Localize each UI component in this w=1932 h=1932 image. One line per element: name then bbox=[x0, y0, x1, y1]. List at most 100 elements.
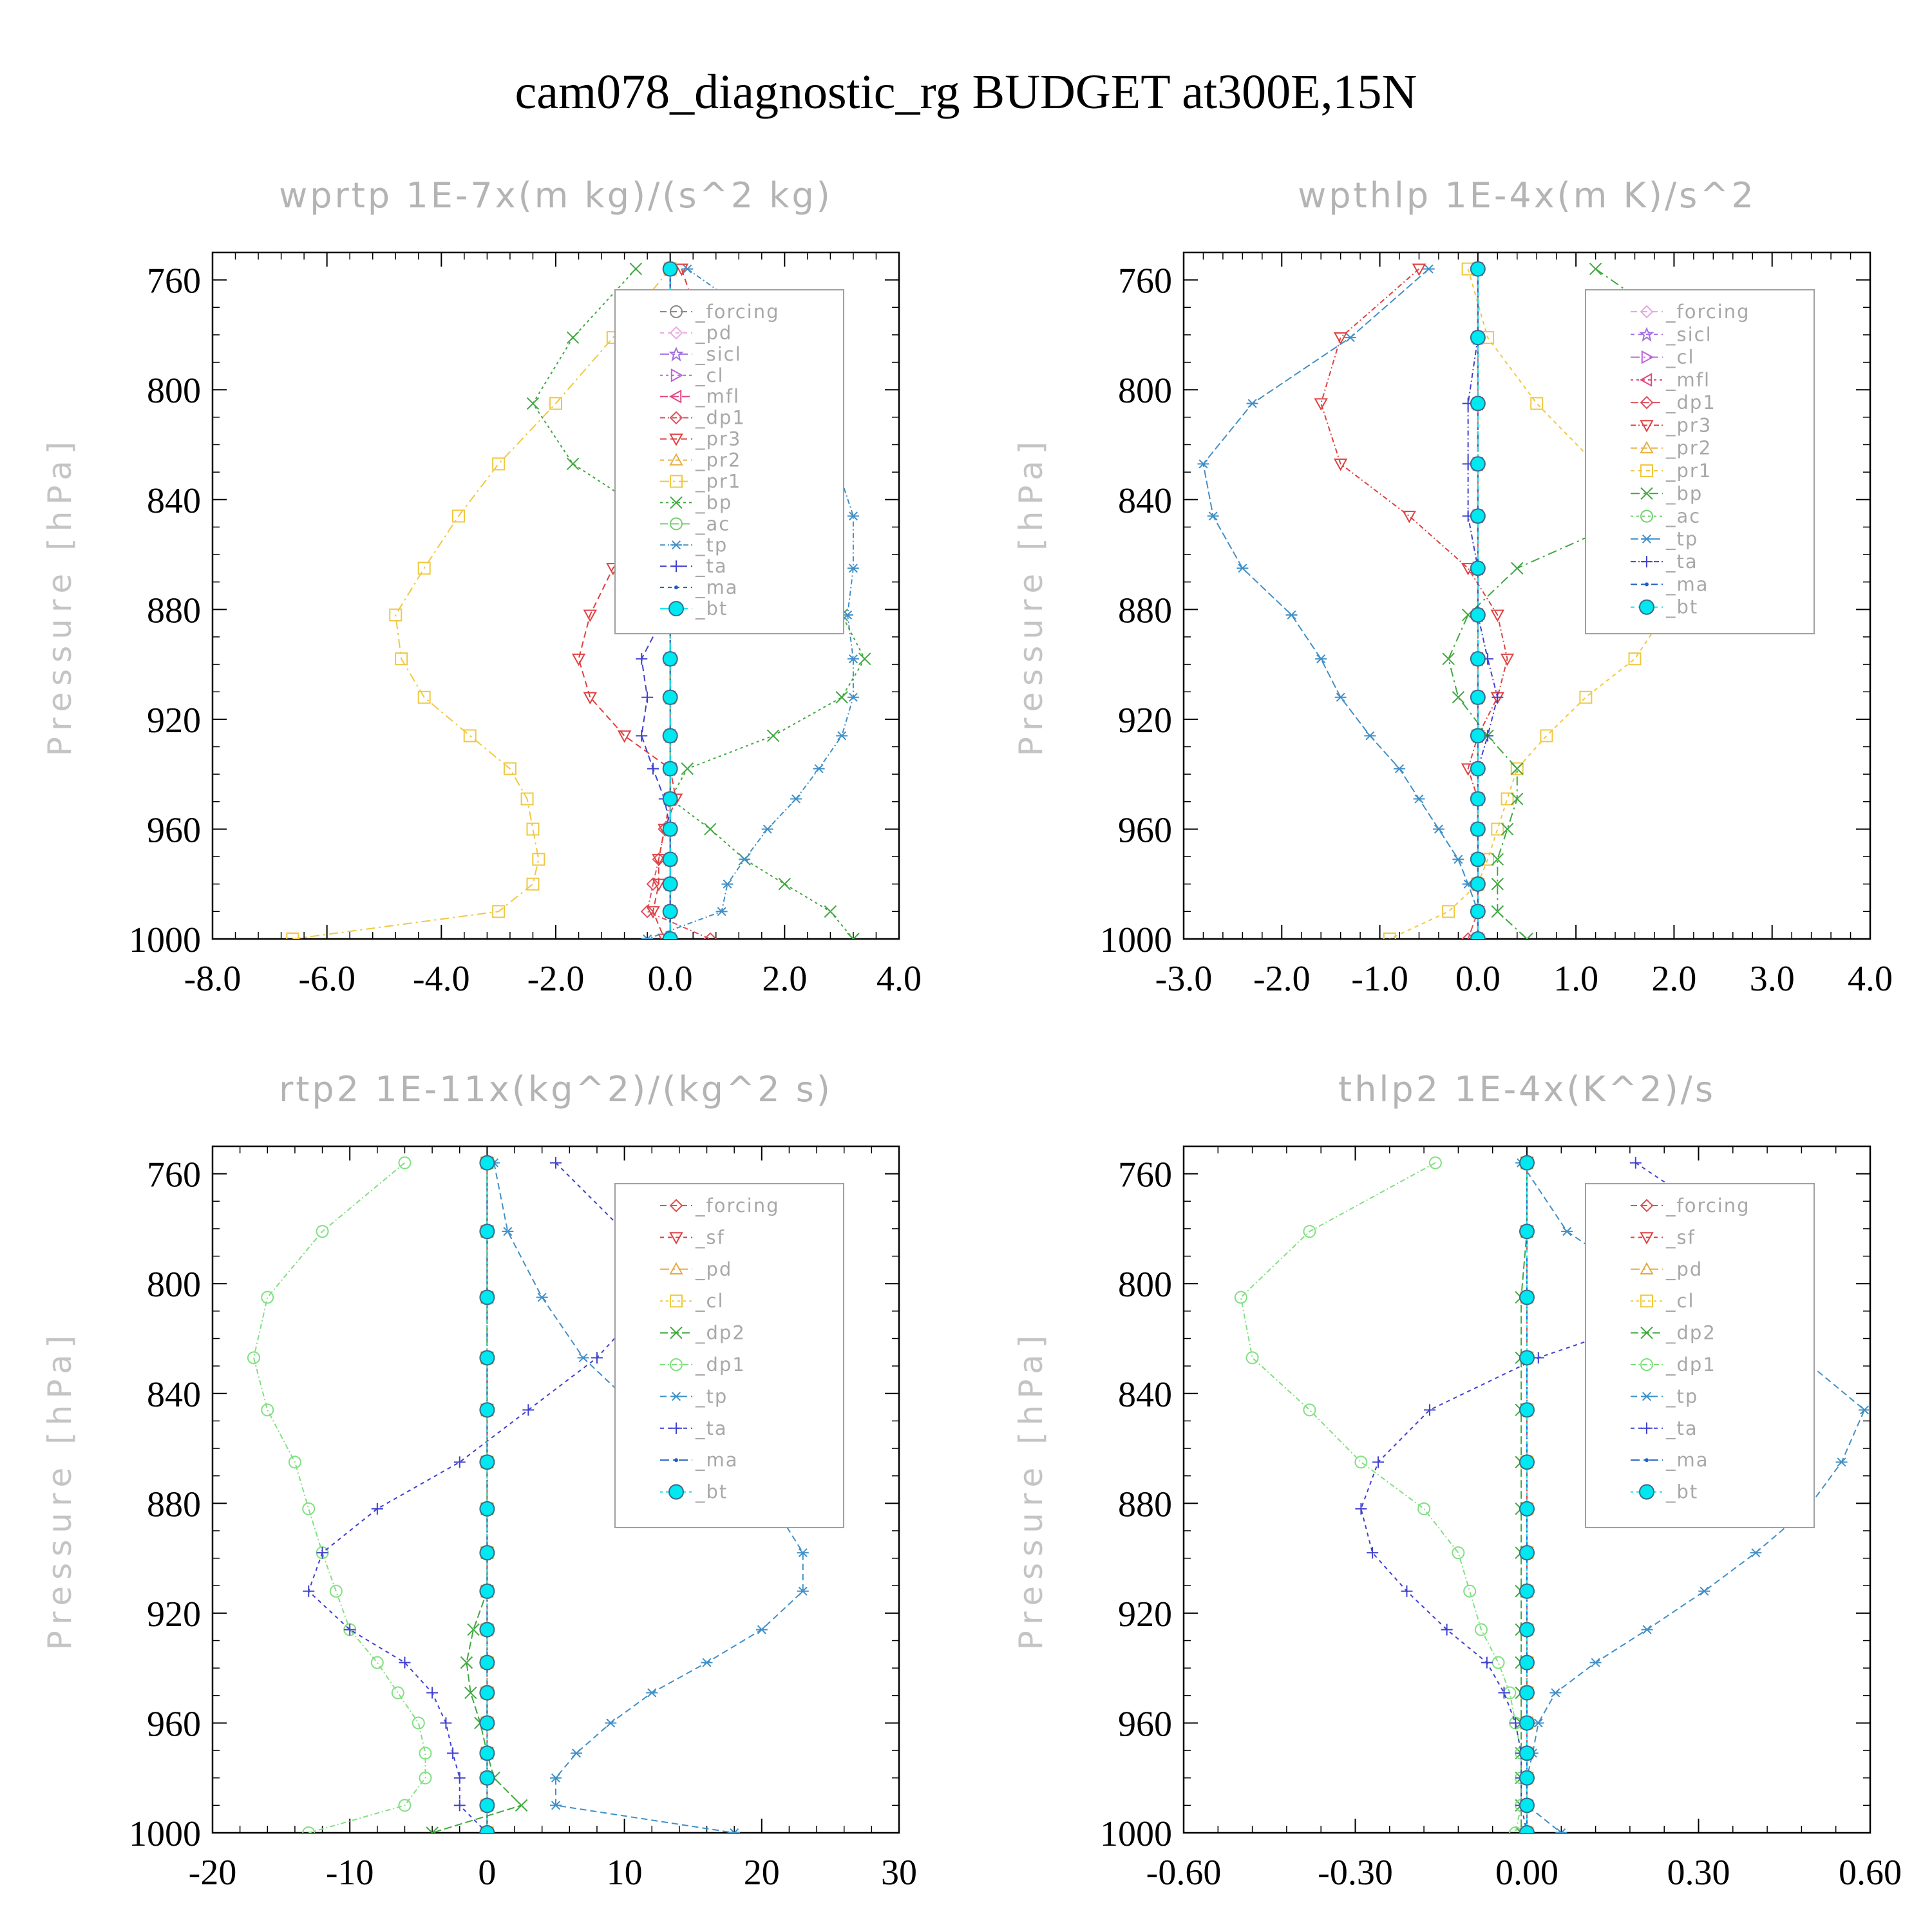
y-tick-label: 1000 bbox=[1100, 1814, 1172, 1854]
data-point bbox=[1383, 933, 1396, 939]
legend-marker bbox=[1639, 327, 1654, 342]
legend-marker bbox=[669, 1262, 683, 1275]
data-point bbox=[647, 762, 659, 775]
x-tick-label: -3.0 bbox=[1155, 959, 1213, 999]
data-point bbox=[1470, 876, 1486, 892]
legend-marker bbox=[670, 1358, 683, 1371]
data-point bbox=[419, 1747, 432, 1760]
x-tick-label: 0.60 bbox=[1839, 1853, 1902, 1893]
data-point bbox=[453, 1456, 466, 1468]
x-tick-label: -8.0 bbox=[184, 959, 242, 999]
legend-box bbox=[1585, 289, 1815, 634]
legend-label: _cl bbox=[1665, 1290, 1695, 1312]
data-point bbox=[502, 1227, 514, 1236]
data-point bbox=[583, 692, 597, 705]
data-point bbox=[1236, 564, 1249, 573]
legend-item: _pr1 bbox=[1631, 460, 1710, 482]
legend-item: _cl bbox=[1631, 346, 1694, 368]
data-point bbox=[1519, 1770, 1535, 1786]
data-point bbox=[549, 397, 562, 410]
y-tick-label: 920 bbox=[147, 701, 201, 741]
data-point bbox=[662, 761, 678, 777]
x-tick-label: 0.0 bbox=[1455, 959, 1501, 999]
data-point bbox=[591, 1352, 603, 1364]
data-point bbox=[847, 511, 859, 521]
legend-item: _cl bbox=[660, 365, 723, 386]
data-point bbox=[1481, 1656, 1493, 1669]
legend-label: _dp2 bbox=[695, 1322, 746, 1344]
legend-label: _bp bbox=[1665, 482, 1703, 504]
data-point bbox=[1285, 610, 1298, 620]
data-point bbox=[1354, 1455, 1368, 1469]
legend-label: _ta bbox=[695, 1417, 728, 1439]
legend-item: _cl bbox=[660, 1290, 723, 1312]
data-point bbox=[739, 855, 751, 864]
legend-item: _ta bbox=[660, 1417, 728, 1439]
data-point bbox=[464, 1686, 477, 1700]
series-tp bbox=[1197, 264, 1484, 939]
data-point bbox=[1470, 508, 1486, 524]
y-tick-label: 840 bbox=[1118, 481, 1172, 521]
data-point bbox=[1509, 1826, 1522, 1833]
data-point bbox=[1401, 1585, 1413, 1597]
legend-label: _bt bbox=[695, 598, 728, 620]
data-point bbox=[836, 731, 848, 741]
y-tick-label: 760 bbox=[147, 261, 201, 301]
legend-item: _bt bbox=[660, 1481, 726, 1503]
data-point bbox=[526, 822, 540, 836]
data-point bbox=[453, 1772, 466, 1784]
legend-label: _dp1 bbox=[695, 407, 746, 429]
legend-item: _dp2 bbox=[660, 1322, 746, 1344]
legend-item: _dp1 bbox=[660, 407, 746, 429]
legend-marker bbox=[669, 1198, 683, 1213]
legend-marker bbox=[670, 496, 683, 509]
legend-marker bbox=[668, 601, 684, 617]
data-point bbox=[1372, 1456, 1385, 1468]
data-point bbox=[479, 1155, 495, 1171]
data-point bbox=[835, 691, 848, 704]
legend-label: _dp1 bbox=[1665, 1354, 1716, 1376]
legend-marker bbox=[1645, 582, 1649, 587]
data-point bbox=[1519, 1155, 1535, 1171]
data-point bbox=[1470, 931, 1486, 939]
data-point bbox=[440, 1717, 452, 1729]
data-point bbox=[847, 692, 859, 702]
data-point bbox=[302, 1826, 316, 1833]
legend-item: _tp bbox=[1631, 528, 1697, 550]
series-pr3 bbox=[1314, 263, 1515, 939]
data-point bbox=[662, 261, 678, 277]
data-point bbox=[646, 906, 660, 919]
data-point bbox=[1511, 562, 1524, 575]
data-point bbox=[662, 904, 678, 920]
data-point bbox=[1859, 1405, 1870, 1415]
series-bt bbox=[1519, 1155, 1535, 1833]
data-point bbox=[426, 1687, 439, 1699]
legend-item: _dp1 bbox=[1631, 392, 1715, 413]
legend-marker bbox=[1645, 1458, 1649, 1463]
y-tick-label: 880 bbox=[1118, 591, 1172, 630]
data-point bbox=[1333, 332, 1348, 345]
legend-box bbox=[614, 289, 844, 634]
data-point bbox=[329, 1584, 343, 1598]
legend-label: _sicl bbox=[1665, 323, 1712, 345]
data-point bbox=[1641, 1625, 1653, 1634]
legend-item: _pd bbox=[1631, 1258, 1701, 1280]
y-axis-label: Pressure [hPa] bbox=[1012, 1329, 1050, 1651]
legend-item: _ma bbox=[660, 1449, 737, 1471]
legend-label: _dp2 bbox=[1665, 1322, 1716, 1344]
data-point bbox=[1519, 1289, 1535, 1305]
data-point bbox=[550, 1773, 562, 1783]
y-tick-label: 960 bbox=[1118, 810, 1172, 850]
legend-item: _sf bbox=[1631, 1226, 1694, 1248]
data-point bbox=[479, 1715, 495, 1731]
data-point bbox=[1561, 1227, 1573, 1236]
legend-label: _pd bbox=[695, 1258, 732, 1280]
series-bt bbox=[479, 1155, 495, 1833]
x-tick-label: -0.30 bbox=[1318, 1853, 1393, 1893]
data-point bbox=[526, 877, 540, 891]
data-point bbox=[1463, 1584, 1477, 1598]
legend-label: _forcing bbox=[1665, 1195, 1750, 1217]
legend-marker bbox=[1640, 1262, 1654, 1275]
data-point bbox=[662, 791, 678, 807]
